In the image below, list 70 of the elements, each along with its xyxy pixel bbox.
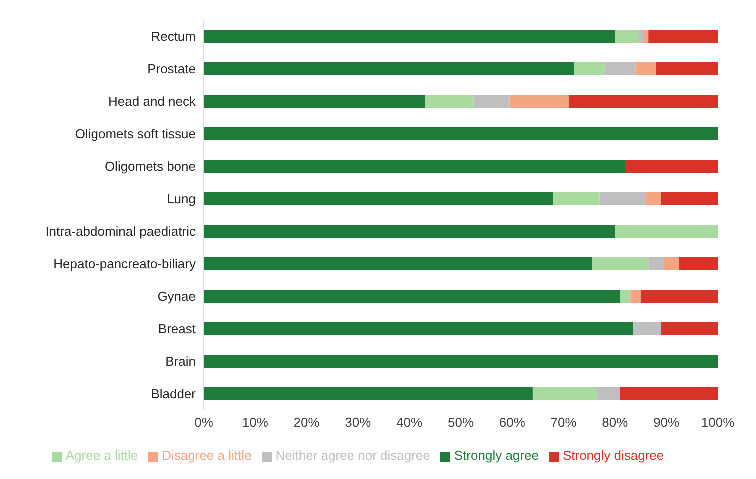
x-tick-label: 20% — [294, 415, 320, 430]
bar — [636, 62, 656, 76]
x-tick-label: 80% — [602, 415, 629, 430]
y-tick-label: Lung — [167, 191, 196, 206]
bar — [574, 62, 605, 76]
bar — [204, 258, 592, 270]
y-tick-label: Oligomets soft tissue — [75, 126, 196, 142]
x-tick-label: 10% — [242, 415, 269, 430]
bar — [532, 388, 598, 400]
bar — [625, 160, 718, 173]
x-tick-label: 100% — [701, 415, 736, 430]
bar — [554, 192, 600, 206]
bar — [664, 258, 680, 270]
bar — [661, 192, 718, 206]
bar — [640, 290, 718, 303]
bar — [633, 322, 662, 336]
x-tick-label: 30% — [345, 415, 372, 430]
y-tick-label: Gynae — [158, 288, 196, 304]
bar — [204, 355, 718, 368]
bar — [425, 95, 474, 108]
x-tick-label: 70% — [550, 415, 578, 430]
bar — [204, 128, 718, 140]
bar — [679, 258, 718, 270]
bar — [648, 258, 664, 270]
legend-label: Neither agree nor disagree — [276, 448, 430, 463]
bar — [661, 322, 718, 336]
bar — [204, 388, 533, 400]
x-tick-label: 40% — [396, 415, 424, 430]
bar — [620, 388, 718, 400]
y-tick-label: Breast — [158, 321, 196, 336]
bar — [204, 290, 620, 303]
bar — [510, 95, 569, 108]
bar — [204, 95, 426, 108]
bar — [604, 62, 636, 76]
y-tick-label: Head and neck — [108, 94, 196, 109]
bar — [568, 95, 718, 108]
bar — [592, 258, 649, 270]
bar — [638, 30, 644, 43]
x-tick-label: 0% — [194, 415, 214, 430]
bar — [630, 290, 641, 303]
bar — [648, 30, 718, 43]
y-tick-label: Hepato-pancreato-biliary — [54, 256, 196, 272]
x-tick-label: 60% — [499, 415, 526, 430]
legend-label: Strongly disagree — [562, 448, 664, 463]
x-tick-label: 90% — [654, 415, 680, 430]
bar — [204, 322, 634, 336]
y-tick-label: Bladder — [151, 386, 197, 402]
bar — [204, 30, 616, 43]
legend-label: Agree a little — [66, 448, 138, 463]
bar — [204, 160, 626, 173]
bar — [643, 30, 649, 43]
bar — [646, 192, 662, 206]
bar — [656, 62, 718, 76]
y-tick-label: Prostate — [148, 61, 196, 76]
bar — [600, 192, 646, 206]
bar — [615, 225, 718, 238]
x-tick-label: 50% — [448, 415, 474, 430]
bar — [204, 62, 574, 76]
y-tick-label: Oligomets bone — [104, 158, 196, 174]
legend-label: Disagree a little — [162, 448, 252, 463]
bar — [474, 95, 510, 108]
bar — [204, 192, 554, 206]
y-tick-label: Intra-abdominal paediatric — [46, 224, 196, 239]
bar — [620, 290, 631, 303]
y-tick-label: Rectum — [151, 28, 196, 44]
bar — [615, 30, 638, 43]
bar — [597, 388, 620, 400]
y-tick-label: Brain — [166, 354, 196, 369]
bar — [204, 225, 616, 238]
legend-label: Strongly agree — [454, 448, 539, 463]
